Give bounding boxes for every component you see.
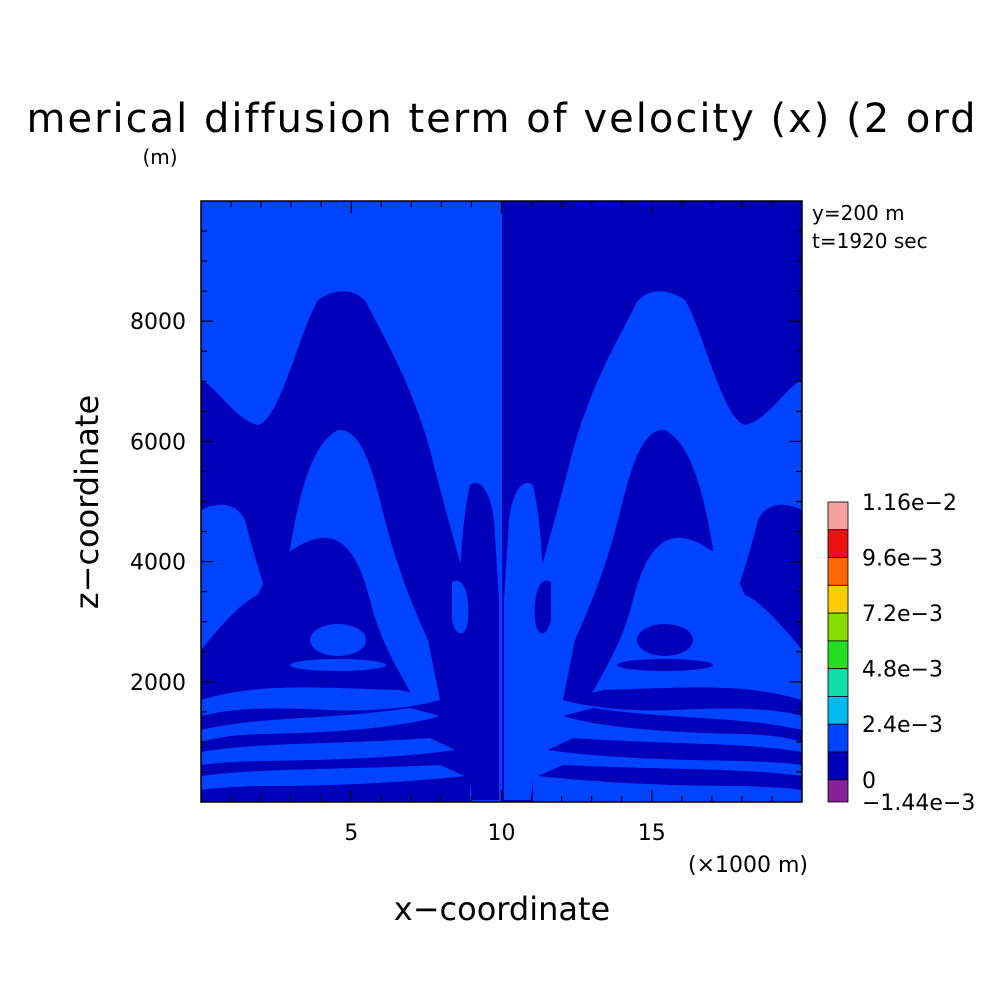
colorbar-swatch [827, 640, 849, 670]
y-tick-label: 6000 [130, 430, 186, 455]
x-axis-label: x−coordinate [394, 890, 610, 928]
colorbar-swatch [827, 612, 849, 642]
colorbar-swatch [827, 584, 849, 614]
y-tick-label: 4000 [130, 551, 186, 576]
colorbar-swatch [827, 779, 849, 803]
ylabel-unit: (m) [142, 145, 177, 169]
x-tick-label: 15 [638, 821, 666, 846]
y-tick-label: 8000 [130, 310, 186, 335]
contour-right-half [504, 291, 802, 802]
colorbar-label: 0 [862, 769, 876, 794]
plot-area [201, 201, 802, 802]
x-tick-labels: 5 10 15 [344, 821, 666, 846]
colorbar-swatch [827, 668, 849, 697]
colorbar-labels: 1.16e−2 9.6e−3 7.2e−3 4.8e−3 2.4e−3 0−1.44e−3 [862, 491, 975, 816]
x-unit-label: (×1000 m) [688, 853, 808, 878]
annotation-t: t=1920 sec [812, 229, 928, 253]
colorbar-label: 7.2e−3 [862, 602, 943, 627]
colorbar-label: 9.6e−3 [862, 547, 943, 572]
colorbar-label: 4.8e−3 [862, 658, 943, 683]
y-tick-label: 2000 [130, 671, 186, 696]
colorbar-label: 1.16e−2 [862, 491, 957, 516]
chart-title: merical diffusion term of velocity (x) (… [27, 96, 978, 142]
colorbar-swatch [827, 751, 849, 781]
colorbar [827, 501, 849, 803]
contour-left-half [201, 291, 499, 802]
colorbar-label: 2.4e−3 [862, 713, 943, 738]
y-tick-labels: 2000 4000 6000 8000 [130, 310, 186, 696]
axis-ticks [201, 201, 802, 802]
y-axis-label: z−coordinate [68, 395, 106, 609]
x-tick-label: 5 [344, 821, 358, 846]
colorbar-swatch [827, 529, 849, 558]
colorbar-swatch [827, 696, 849, 725]
colorbar-label: −1.44e−3 [862, 791, 975, 816]
colorbar-swatch [827, 501, 849, 531]
colorbar-swatch [827, 557, 849, 586]
x-tick-label: 10 [488, 821, 516, 846]
colorbar-swatch [827, 723, 849, 753]
annotation-y: y=200 m [812, 201, 905, 225]
